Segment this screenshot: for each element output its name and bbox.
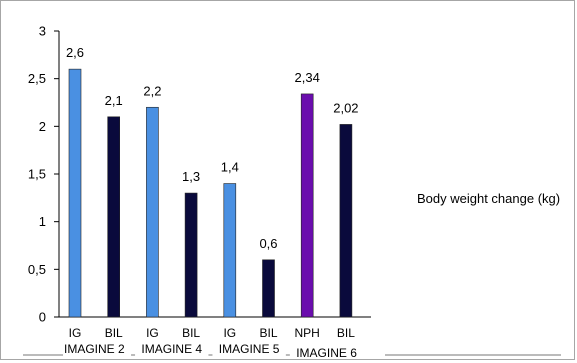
- bar: [223, 183, 237, 318]
- data-label: 2,1: [105, 93, 123, 108]
- bar: [300, 93, 314, 318]
- data-label: 1,4: [221, 160, 239, 175]
- y-tick-label: 2,5: [28, 71, 46, 86]
- category-label: BIL: [105, 326, 123, 340]
- category-label: BIL: [337, 326, 355, 340]
- category-label: IG: [223, 326, 236, 340]
- data-label: 0,6: [259, 236, 277, 251]
- y-tick-label: 1: [39, 214, 46, 229]
- bar: [184, 192, 198, 318]
- y-tick-label: 2: [39, 119, 46, 134]
- group-label: IMAGINE 4: [141, 342, 202, 356]
- bar: [107, 116, 120, 318]
- data-label: 2,34: [295, 70, 320, 85]
- data-label: 2,6: [66, 45, 84, 60]
- y-tick-label: 1,5: [28, 167, 46, 182]
- y-tick-label: 0: [39, 310, 46, 325]
- category-label: BIL: [259, 326, 277, 340]
- group-label: IMAGINE 2: [64, 342, 125, 356]
- category-label: IG: [69, 326, 82, 340]
- group-label: IMAGINE 6: [296, 346, 357, 360]
- legend-label: Body weight change (kg): [417, 191, 561, 206]
- data-label: 2,02: [333, 100, 358, 115]
- category-label: BIL: [182, 326, 200, 340]
- group-label: IMAGINE 5: [219, 342, 280, 356]
- bar: [68, 68, 82, 318]
- y-tick-label: 0,5: [28, 262, 46, 277]
- data-label: 1,3: [182, 169, 200, 184]
- data-label: 2,2: [143, 83, 161, 98]
- bar: [339, 124, 353, 318]
- category-label: NPH: [295, 326, 320, 340]
- y-tick-label: 3: [39, 24, 46, 39]
- bar: [146, 106, 159, 318]
- category-label: IG: [146, 326, 159, 340]
- bar: [262, 259, 275, 318]
